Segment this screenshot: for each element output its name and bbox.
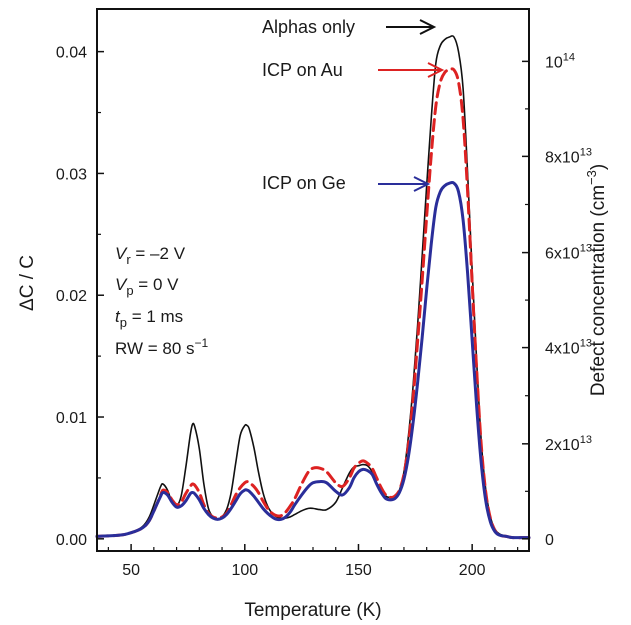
legend-label-alphas-only: Alphas only [262,17,355,37]
y2-tick-label-3: 6x1013 [545,243,592,263]
y2-tick-label-0: 0 [545,532,554,549]
annotation-tp: tp = 1 ms [115,307,183,330]
legend-label-icp-on-ge: ICP on Ge [262,173,346,193]
series-line-icp-on-ge [95,180,531,540]
plot-area-border [96,8,530,552]
legend-arrowhead-icp-on-ge [413,176,431,192]
y-tick-label-0.00: 0.00 [56,532,87,549]
y2-tick-label-2: 4x1013 [545,338,592,358]
annotation-vp: Vp = 0 V [115,275,179,298]
x-tick-label-150: 150 [345,562,372,579]
y2-tick-label-1: 2x1013 [545,434,592,454]
legend-label-icp-on-au: ICP on Au [262,60,343,80]
x-axis-title: Temperature (K) [244,600,381,621]
series-line-icp-on-au [95,67,531,540]
y2-tick-label-5: 1014 [545,51,575,71]
legend-arrowhead-alphas-only [419,19,437,35]
y-tick-label-0.02: 0.02 [56,288,87,305]
x-tick-label-50: 50 [122,562,140,579]
y2-axis-title: Defect concentration (cm−3) [584,164,609,396]
y-tick-label-0.04: 0.04 [56,45,87,62]
tick-group: 50 100 150 200 0.00 0.01 0.02 0.03 0.04 0 2x1013 4x… [56,45,592,579]
legend-arrowhead-icp-on-au [427,62,445,78]
series-line-alphas-only [96,35,530,539]
series-group [95,35,531,540]
y2-tick-label-4: 8x1013 [545,146,592,166]
y-tick-label-0.03: 0.03 [56,166,87,183]
x-tick-label-100: 100 [231,562,258,579]
x-tick-label-200: 200 [459,562,486,579]
annotation-rw: RW = 80 s−1 [115,336,209,358]
y-tick-label-0.01: 0.01 [56,410,87,427]
y-axis-title: ΔC / C [17,255,38,311]
annotation-vr: Vr = –2 V [115,244,186,267]
